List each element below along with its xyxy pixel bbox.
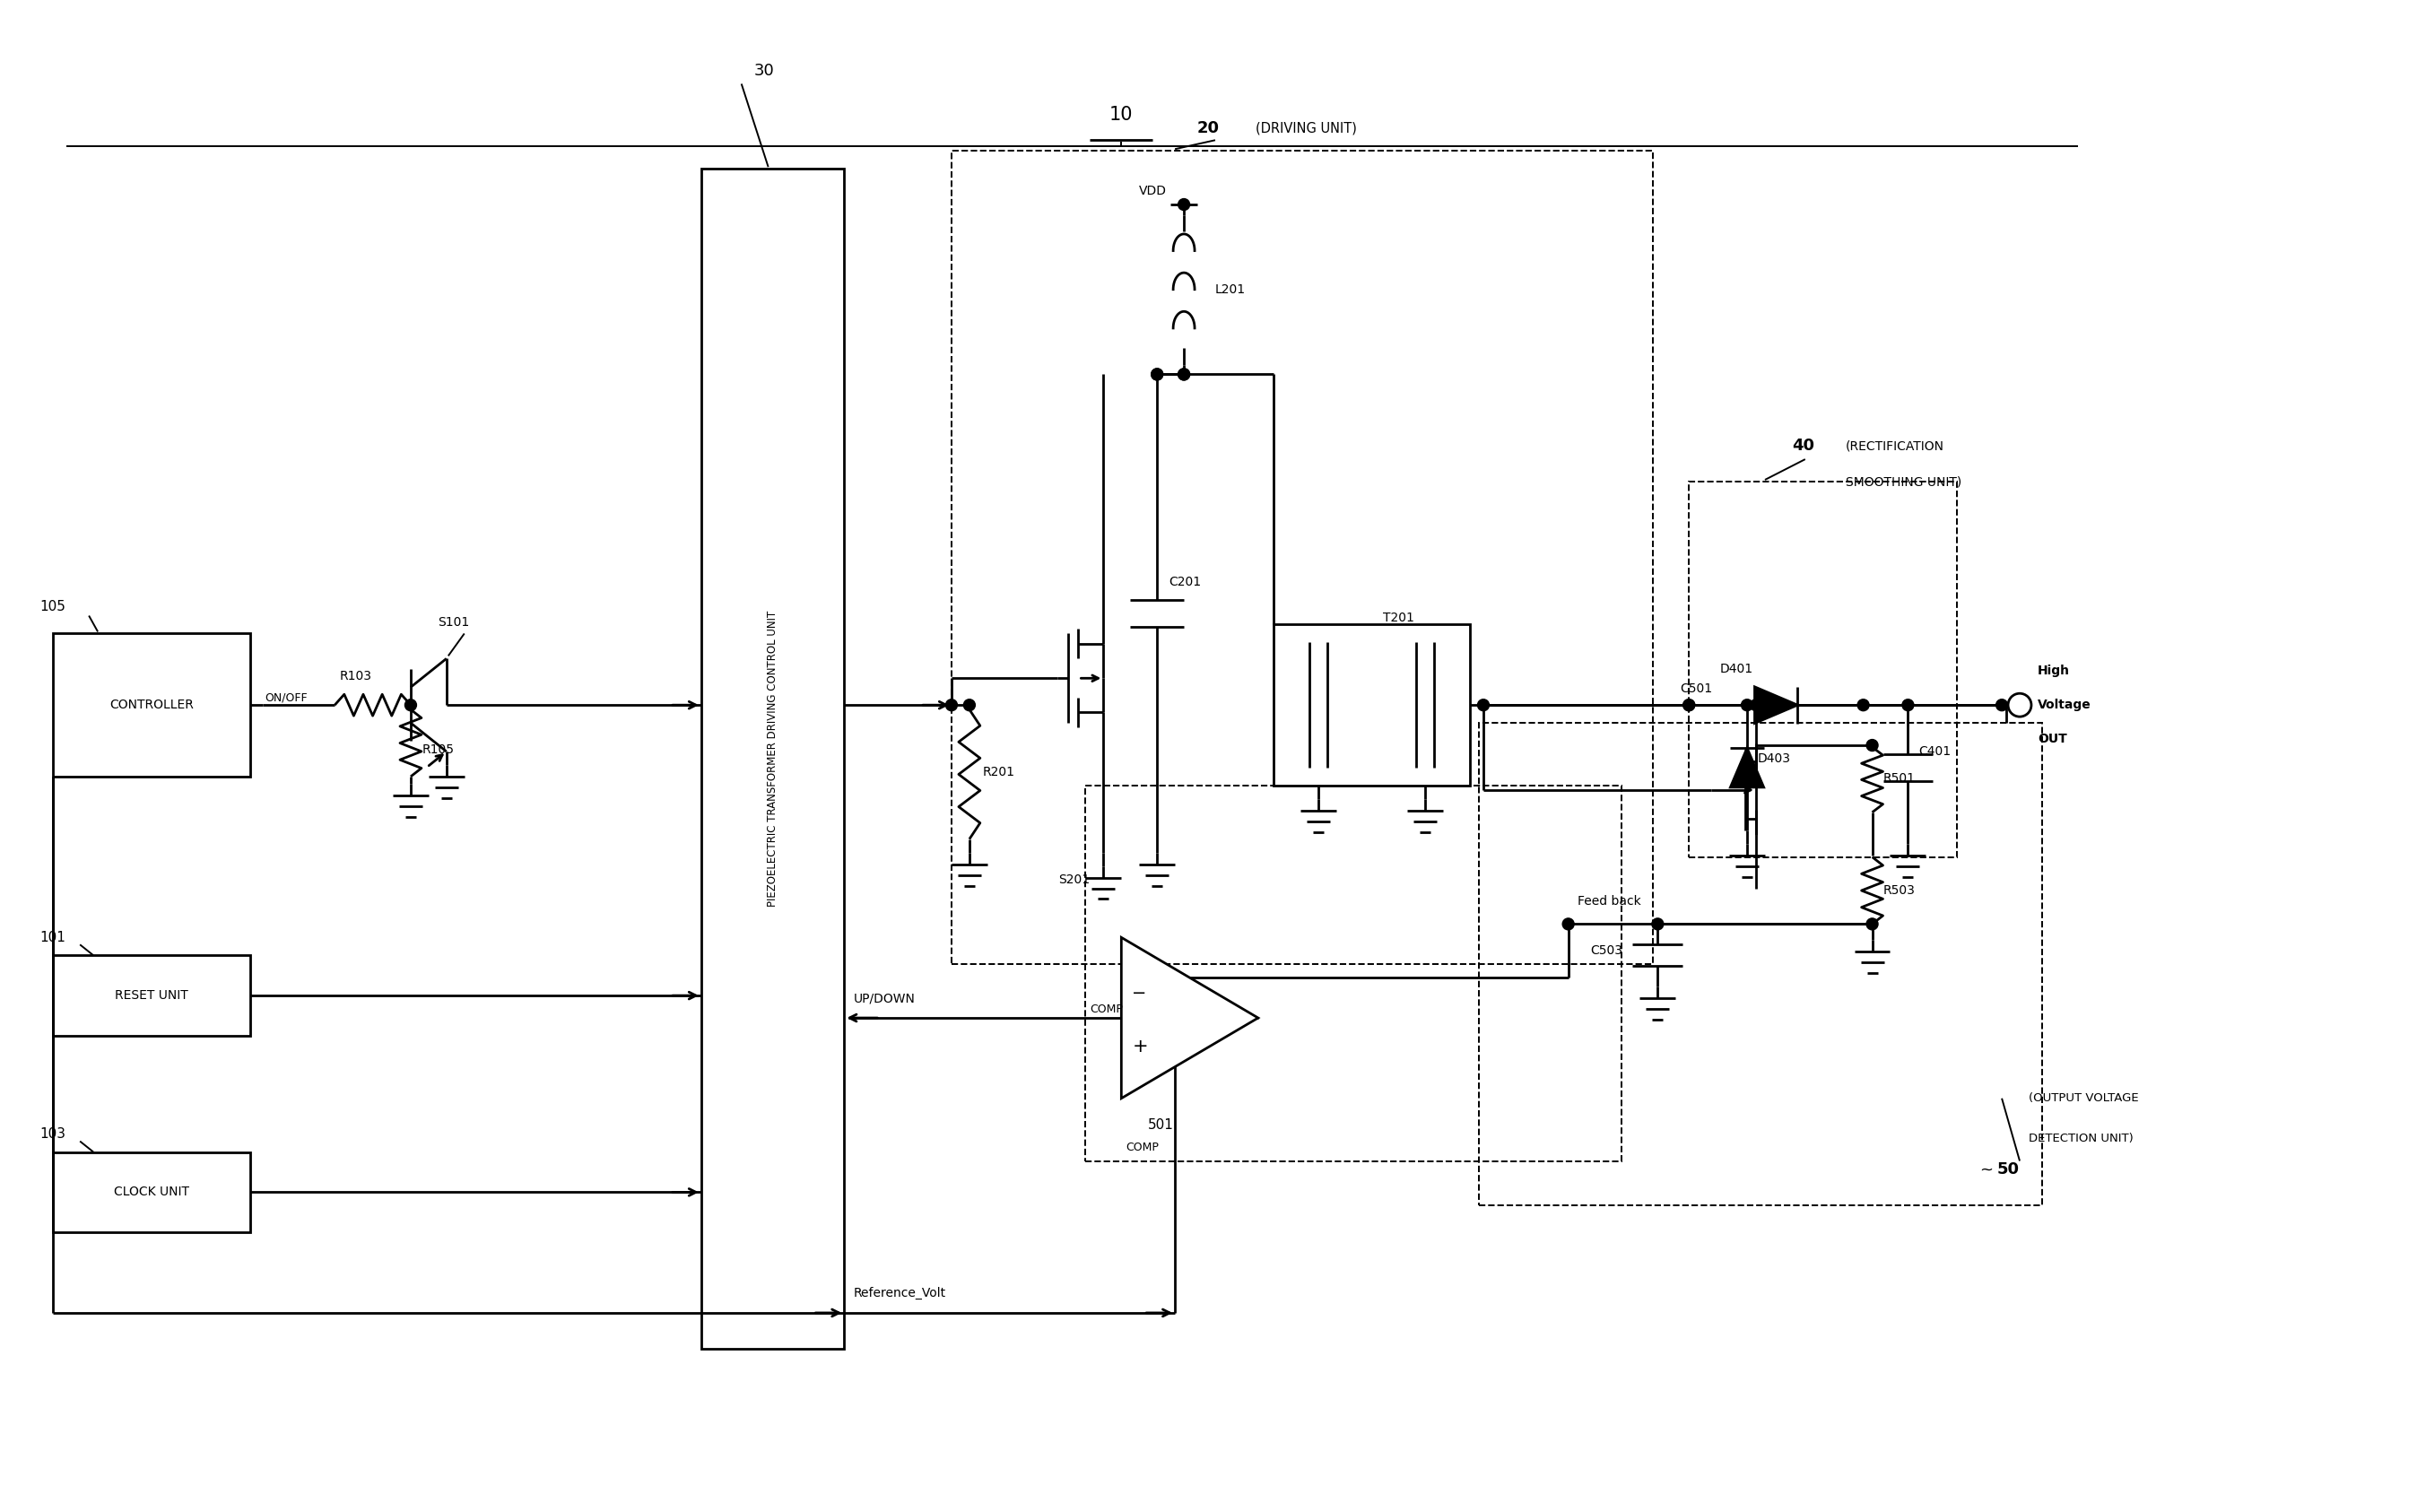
Text: 501: 501 [1148,1119,1175,1132]
Text: 40: 40 [1791,438,1815,454]
Circle shape [1150,369,1163,380]
Text: 101: 101 [39,931,65,943]
Circle shape [1859,699,1868,711]
Text: L201: L201 [1216,283,1245,296]
Text: D401: D401 [1721,664,1755,676]
Text: −: − [1131,984,1146,1001]
Text: OUT: OUT [2038,733,2067,745]
Bar [1274,624,1470,786]
Text: 10: 10 [1109,106,1134,124]
Text: High: High [2038,665,2069,677]
Bar [53,956,249,1036]
Text: R503: R503 [1883,885,1914,897]
Circle shape [1150,369,1163,380]
Text: C503: C503 [1590,945,1622,957]
Text: UP/DOWN: UP/DOWN [853,992,916,1004]
Text: R201: R201 [984,765,1015,779]
Circle shape [1651,918,1663,930]
Circle shape [1177,198,1189,210]
Text: C401: C401 [1919,745,1951,758]
Text: Voltage: Voltage [2038,699,2091,711]
Circle shape [964,699,974,711]
Text: PIEZOELECTRIC TRANSFORMER DRIVING CONTROL UNIT: PIEZOELECTRIC TRANSFORMER DRIVING CONTRO… [766,611,778,907]
Circle shape [1740,699,1752,711]
Circle shape [945,699,957,711]
Bar [1085,786,1622,1161]
Circle shape [1177,369,1189,380]
Text: 30: 30 [754,62,773,79]
Circle shape [1177,369,1189,380]
Circle shape [1477,699,1489,711]
Polygon shape [1731,748,1764,788]
Text: 103: 103 [39,1128,65,1142]
Bar [53,1152,249,1232]
Text: ON/OFF: ON/OFF [266,692,307,703]
Text: R103: R103 [338,670,372,683]
Text: S201: S201 [1059,872,1090,886]
Text: D403: D403 [1757,753,1791,765]
Text: CONTROLLER: CONTROLLER [109,699,193,711]
Bar [952,151,1653,965]
Text: Feed back: Feed back [1578,895,1641,909]
Circle shape [1682,699,1694,711]
Circle shape [1682,699,1694,711]
Text: COMP: COMP [1090,1002,1124,1015]
Text: CLOCK UNIT: CLOCK UNIT [114,1185,189,1199]
Text: 20: 20 [1196,121,1221,136]
Polygon shape [1755,686,1798,723]
Bar [1689,482,1958,857]
Text: RESET UNIT: RESET UNIT [116,989,189,1002]
Circle shape [2009,694,2030,717]
Circle shape [1866,918,1878,930]
Text: +: + [1131,1037,1148,1055]
Text: 50: 50 [1996,1161,2021,1178]
Text: Reference_Volt: Reference_Volt [853,1287,945,1299]
Circle shape [1561,918,1573,930]
Text: (RECTIFICATION: (RECTIFICATION [1847,440,1943,452]
Text: (DRIVING UNIT): (DRIVING UNIT) [1254,122,1356,135]
Text: COMP: COMP [1126,1142,1158,1154]
Text: T201: T201 [1383,611,1414,624]
Text: C201: C201 [1170,576,1201,588]
Text: 105: 105 [39,600,65,614]
Circle shape [1866,739,1878,751]
Text: ~: ~ [1980,1161,1994,1178]
Circle shape [1750,699,1762,711]
Bar [53,634,249,777]
Circle shape [1902,699,1914,711]
Text: S101: S101 [437,617,469,629]
Text: DETECTION UNIT): DETECTION UNIT) [2028,1132,2134,1145]
Bar [701,169,844,1349]
Text: (OUTPUT VOLTAGE: (OUTPUT VOLTAGE [2028,1093,2139,1104]
Text: C501: C501 [1680,683,1711,696]
Polygon shape [1121,937,1259,1098]
Circle shape [406,699,416,711]
Text: R501: R501 [1883,773,1914,785]
Bar [1479,723,2042,1205]
Text: R105: R105 [423,744,454,756]
Circle shape [1996,699,2009,711]
Text: VDD: VDD [1138,184,1167,198]
Text: SMOOTHING UNIT): SMOOTHING UNIT) [1847,475,1960,488]
